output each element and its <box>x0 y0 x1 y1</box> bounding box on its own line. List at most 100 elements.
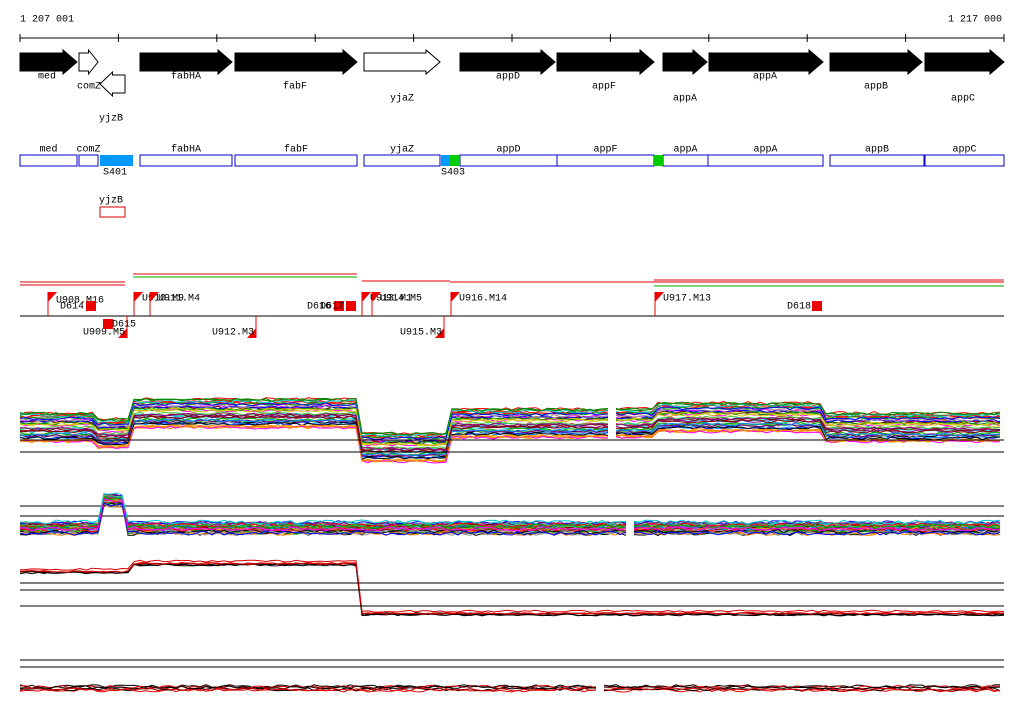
expression-trace <box>20 408 1001 447</box>
segment-marker <box>441 155 449 166</box>
segment-box <box>459 154 558 167</box>
expression-trace <box>19 498 1001 532</box>
downshift-box <box>86 301 96 311</box>
gene-label: appD <box>496 72 520 83</box>
ruler-end: 1 217 000 <box>948 15 1002 26</box>
downshift-box <box>812 301 822 311</box>
extra-label: yjzB <box>99 195 123 207</box>
marker-label: S403 <box>441 168 465 179</box>
gene-arrow <box>556 48 655 76</box>
upshift-label: U913.M1 <box>370 294 412 305</box>
upshift-label: U911.M4 <box>158 294 200 305</box>
segment-box <box>19 154 78 167</box>
expression-trace <box>19 418 1001 456</box>
gene-label: appC <box>951 94 975 105</box>
upshift-label: U909.M5 <box>83 328 125 339</box>
segment-marker <box>654 155 663 166</box>
upshift-flag <box>372 292 381 302</box>
expression-trace <box>19 411 1001 450</box>
upshift-flag <box>48 292 57 302</box>
upshift-flag <box>362 292 371 302</box>
gene-label: yjzB <box>99 113 123 125</box>
marker-label: S401 <box>103 168 127 179</box>
gene-arrow <box>139 48 233 76</box>
upshift-label: U910.M9 <box>142 294 184 305</box>
gene-label: yjaZ <box>390 93 414 105</box>
expression-trace <box>19 562 1005 616</box>
expression-trace <box>19 402 1001 441</box>
gene-label: fabF <box>283 81 307 93</box>
gene-arrow <box>363 48 441 76</box>
expression-trace <box>19 493 1000 526</box>
gene-label: appB <box>864 82 888 93</box>
segment-box <box>139 154 233 167</box>
downshift-label: D614 <box>60 302 84 313</box>
upshift-flag <box>247 328 256 338</box>
upshift-flag <box>118 328 127 338</box>
expression-trace <box>19 563 1005 617</box>
downshift-box <box>103 319 113 329</box>
upshift-flag <box>451 292 460 302</box>
segment-label: appD <box>496 145 520 156</box>
downshift-box <box>334 301 344 311</box>
segment-label: med <box>39 144 57 156</box>
downshift-label: D616 <box>307 302 331 313</box>
expression-trace <box>19 492 1001 525</box>
segment-marker <box>100 155 133 166</box>
segment-box <box>707 154 824 167</box>
segment-box <box>78 154 99 167</box>
ruler-start: 1 207 001 <box>20 15 74 26</box>
expression-trace <box>19 407 1001 446</box>
expression-trace <box>19 559 1005 613</box>
upshift-label: U917.M13 <box>663 294 711 305</box>
segment-box <box>662 154 709 167</box>
gene-arrow <box>19 48 78 76</box>
upshift-label: U915.M3 <box>400 328 442 339</box>
gene-label: appF <box>592 82 616 93</box>
segment-label: fabF <box>284 144 308 156</box>
segment-marker <box>449 155 460 166</box>
expression-trace <box>19 562 1005 616</box>
gene-label: appA <box>673 94 697 105</box>
upshift-flag <box>150 292 159 302</box>
segment-label: fabHA <box>171 144 201 156</box>
upshift-label: U914.M5 <box>380 294 422 305</box>
expression-trace <box>19 561 1005 615</box>
expression-trace <box>19 397 1001 436</box>
downshift-label: D615 <box>112 320 136 331</box>
downshift-box <box>346 301 356 311</box>
gene-arrow <box>662 48 708 76</box>
segment-box <box>556 154 655 167</box>
gene-label: med <box>38 71 56 83</box>
upshift-flag <box>435 328 444 338</box>
expression-trace <box>19 502 1001 536</box>
expression-trace <box>19 495 1001 529</box>
downshift-label: D617 <box>320 302 344 313</box>
gene-arrow <box>99 70 126 98</box>
segment-label: appA <box>673 145 697 156</box>
gene-arrow <box>829 48 923 76</box>
extra-box <box>99 206 126 218</box>
downshift-label: D618 <box>787 302 811 313</box>
segment-box <box>234 154 358 167</box>
segment-box <box>829 154 925 167</box>
segment-label: yjaZ <box>390 144 414 156</box>
gene-arrow <box>234 48 358 76</box>
segment-label: appA <box>753 145 777 156</box>
upshift-label: U908.M16 <box>56 296 104 307</box>
expression-trace <box>19 687 1001 692</box>
expression-trace <box>19 415 1001 453</box>
gene-arrow <box>78 48 99 76</box>
expression-trace <box>19 425 1001 464</box>
upshift-label: U912.M3 <box>212 328 254 339</box>
segment-label: comZ <box>76 145 100 156</box>
segment-box <box>924 154 1005 167</box>
expression-trace <box>19 494 1001 526</box>
segment-label: appC <box>952 145 976 156</box>
gene-arrow <box>924 48 1005 76</box>
upshift-label: U916.M14 <box>459 294 507 305</box>
gene-arrow <box>708 48 824 76</box>
gene-label: fabHA <box>171 71 201 83</box>
segment-box <box>363 154 441 167</box>
